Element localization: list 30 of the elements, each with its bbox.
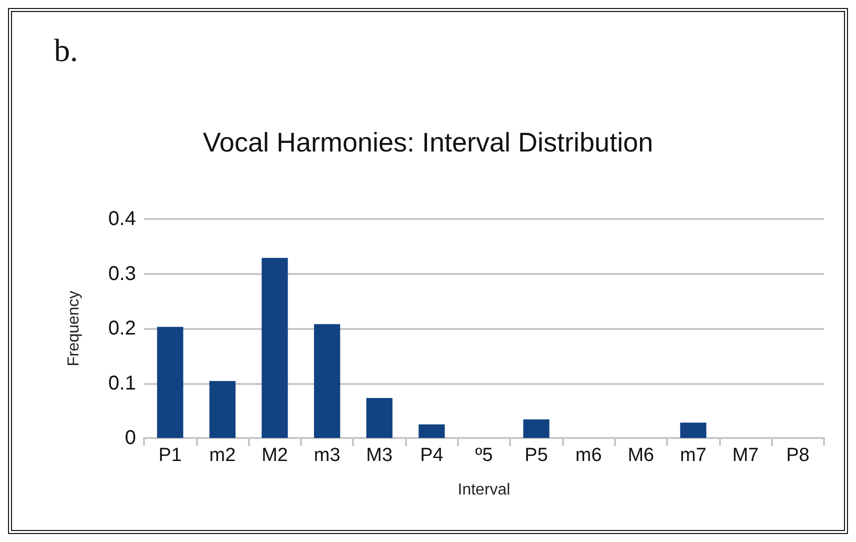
- text: b.: [54, 32, 78, 68]
- y-tick-label: 0: [124, 427, 136, 449]
- x-tick-label: º5: [475, 445, 493, 466]
- x-tick-label: P4: [420, 445, 444, 466]
- x-tick-label: M2: [262, 445, 288, 466]
- bar: [314, 324, 340, 438]
- x-tick-label: P1: [158, 445, 182, 466]
- chart-title: Vocal Harmonies: Interval Distribution: [202, 128, 654, 158]
- x-tick-label: m6: [575, 445, 602, 466]
- bar: [680, 422, 706, 438]
- bar: [366, 398, 392, 438]
- y-tick-label: 0.3: [108, 262, 136, 285]
- x-tick-label: P5: [524, 445, 548, 466]
- x-tick-label: m2: [209, 445, 236, 466]
- bar: [157, 326, 184, 438]
- y-tick-label: 0.1: [108, 372, 136, 394]
- x-tick-label: M6: [628, 445, 654, 466]
- y-tick-label: 0.4: [108, 208, 136, 230]
- bar: [418, 424, 445, 438]
- x-axis-title: Interval: [458, 482, 510, 498]
- y-tick-label: 0.2: [108, 318, 136, 340]
- x-tick-label: M7: [732, 445, 759, 466]
- x-tick-label: M3: [366, 445, 393, 466]
- x-tick-label: P8: [786, 445, 810, 466]
- bar: [209, 381, 236, 438]
- x-tick-label: m7: [680, 445, 706, 466]
- y-axis-title: Frequency: [66, 290, 82, 366]
- bar: [523, 419, 550, 438]
- x-tick-label: m3: [314, 445, 340, 466]
- bar: [262, 258, 288, 438]
